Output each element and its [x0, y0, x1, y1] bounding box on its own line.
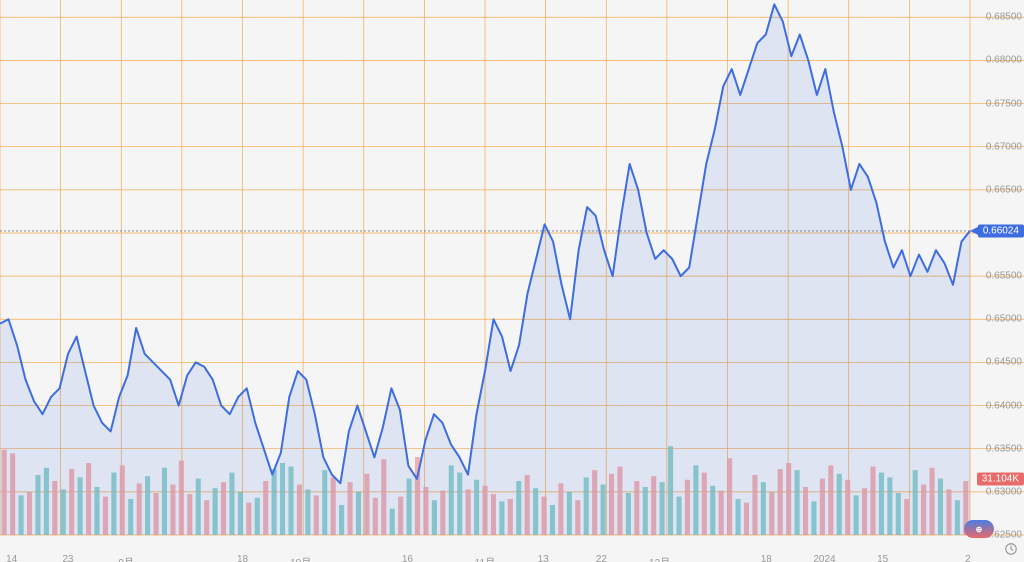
clock-icon[interactable] — [1004, 542, 1018, 556]
price-line — [0, 0, 1024, 562]
current-price-badge: 0.66024 — [978, 224, 1024, 237]
brand-badge-icon: ⊕ — [964, 520, 994, 538]
price-chart[interactable]: 0.625000.630000.635000.640000.645000.650… — [0, 0, 1024, 562]
volume-badge: 31.104K — [977, 472, 1024, 485]
